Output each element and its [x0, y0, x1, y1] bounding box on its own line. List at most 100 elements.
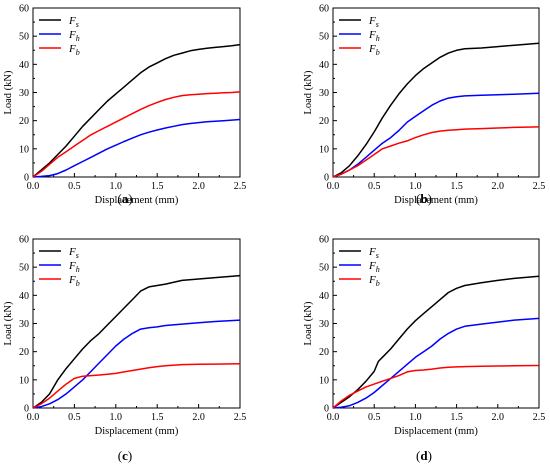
y-tick-label: 0: [24, 404, 29, 415]
x-tick-label: 2.0: [192, 412, 205, 423]
series-line-Fs: [32, 274, 241, 409]
series-line-Fh: [32, 319, 241, 409]
y-tick-label: 30: [319, 319, 329, 330]
x-tick-label: 1.5: [450, 412, 463, 423]
x-axis-title: Displacement (mm): [394, 195, 478, 206]
y-tick-label: 10: [19, 144, 29, 155]
y-tick-label: 60: [19, 4, 29, 15]
y-tick-label: 0: [324, 404, 329, 415]
legend-label-Fb: Fb: [68, 43, 80, 57]
y-tick-label: 40: [319, 60, 329, 71]
chart-panel-b: 0 10 20 30 40 50 60 0.0 0.5 1.0 1.5 2.0 2.5 Displacem…: [303, 4, 545, 207]
x-tick-label: 1.5: [450, 181, 463, 192]
x-tick-label: 1.0: [110, 412, 123, 423]
series-line-Fb: [32, 91, 241, 178]
x-axis-title: Displacement (mm): [95, 195, 179, 206]
x-tick-label: 1.5: [151, 412, 164, 423]
chart-panel-a: 0 10 20 30 40 50 60 0.0 0.5 1.0 1.5 2.0 2.5 Displacem…: [3, 4, 246, 207]
plot-frame: [332, 7, 540, 178]
y-tick-label: 0: [324, 173, 329, 184]
y-tick-label: 10: [319, 144, 329, 155]
y-tick-label: 40: [319, 291, 329, 302]
x-tick-label: 0.5: [368, 412, 381, 423]
x-tick-label: 1.5: [151, 181, 164, 192]
x-tick-label: 0.0: [27, 181, 40, 192]
x-tick-label: 2.5: [234, 181, 247, 192]
legend-label-Fs: Fs: [68, 15, 79, 29]
y-tick-label: 20: [19, 347, 29, 358]
series-line-Fb: [332, 364, 540, 409]
x-tick-label: 0.0: [327, 181, 340, 192]
series-line-Fs: [332, 275, 540, 409]
x-tick-label: 0.5: [68, 181, 81, 192]
series-line-Fs: [32, 43, 241, 178]
series-line-Fs: [332, 42, 540, 178]
legend-label-Fh: Fh: [68, 29, 80, 43]
y-tick-label: 60: [319, 235, 329, 246]
y-tick-label: 10: [319, 375, 329, 386]
series-line-Fh: [32, 118, 241, 178]
chart-panel-c: 0 10 20 30 40 50 60 0.0 0.5 1.0 1.5 2.0 2.5 Displacem…: [3, 235, 246, 464]
y-axis-title: Load (kN): [303, 70, 314, 115]
y-tick-label: 40: [19, 291, 29, 302]
panel-label: (b): [416, 191, 432, 206]
plot-frame: [32, 7, 241, 178]
x-tick-label: 0.5: [68, 412, 81, 423]
panel-label: (d): [416, 448, 432, 463]
y-tick-label: 50: [319, 32, 329, 43]
legend-label-Fb: Fb: [368, 274, 380, 288]
chart-panel-d: 0 10 20 30 40 50 60 0.0 0.5 1.0 1.5 2.0 2.5 Displacem…: [303, 235, 545, 464]
y-axis-title: Load (kN): [3, 301, 14, 346]
y-tick-label: 0: [24, 173, 29, 184]
x-tick-label: 1.0: [409, 412, 422, 423]
x-tick-label: 2.5: [533, 412, 546, 423]
panel-label: (c): [118, 448, 132, 463]
x-tick-label: 2.0: [192, 181, 205, 192]
y-tick-label: 20: [319, 347, 329, 358]
y-tick-label: 10: [19, 375, 29, 386]
x-tick-label: 2.5: [533, 181, 546, 192]
x-tick-label: 2.0: [492, 412, 505, 423]
legend-label-Fb: Fb: [68, 274, 80, 288]
x-axis-title: Displacement (mm): [394, 426, 478, 437]
x-tick-label: 2.5: [234, 412, 247, 423]
x-tick-label: 2.0: [492, 181, 505, 192]
y-tick-label: 20: [19, 116, 29, 127]
y-tick-label: 60: [319, 4, 329, 15]
y-tick-label: 40: [19, 60, 29, 71]
legend-label-Fs: Fs: [368, 15, 379, 29]
y-axis-title: Load (kN): [303, 301, 314, 346]
x-axis-title: Displacement (mm): [95, 426, 179, 437]
legend-label-Fb: Fb: [368, 43, 380, 57]
y-tick-label: 50: [319, 263, 329, 274]
legend-label-Fh: Fh: [368, 260, 380, 274]
y-tick-label: 20: [319, 116, 329, 127]
series-line-Fh: [332, 92, 540, 178]
y-tick-label: 60: [19, 235, 29, 246]
legend-label-Fh: Fh: [68, 260, 80, 274]
y-tick-label: 50: [19, 263, 29, 274]
legend-label-Fh: Fh: [368, 29, 380, 43]
y-tick-label: 30: [19, 88, 29, 99]
legend-label-Fs: Fs: [68, 246, 79, 260]
legend-label-Fs: Fs: [368, 246, 379, 260]
y-axis-title: Load (kN): [3, 70, 14, 115]
x-tick-label: 1.0: [110, 181, 123, 192]
x-tick-label: 0.0: [327, 412, 340, 423]
series-line-Fh: [332, 317, 540, 409]
plot-frame: [32, 238, 241, 409]
series-line-Fb: [32, 363, 241, 409]
y-tick-label: 30: [319, 88, 329, 99]
panel-label: (a): [117, 191, 132, 206]
x-tick-label: 0.0: [27, 412, 40, 423]
x-tick-label: 0.5: [368, 181, 381, 192]
y-tick-label: 50: [19, 32, 29, 43]
x-tick-label: 1.0: [409, 181, 422, 192]
series-line-Fb: [332, 126, 540, 178]
y-tick-label: 30: [19, 319, 29, 330]
